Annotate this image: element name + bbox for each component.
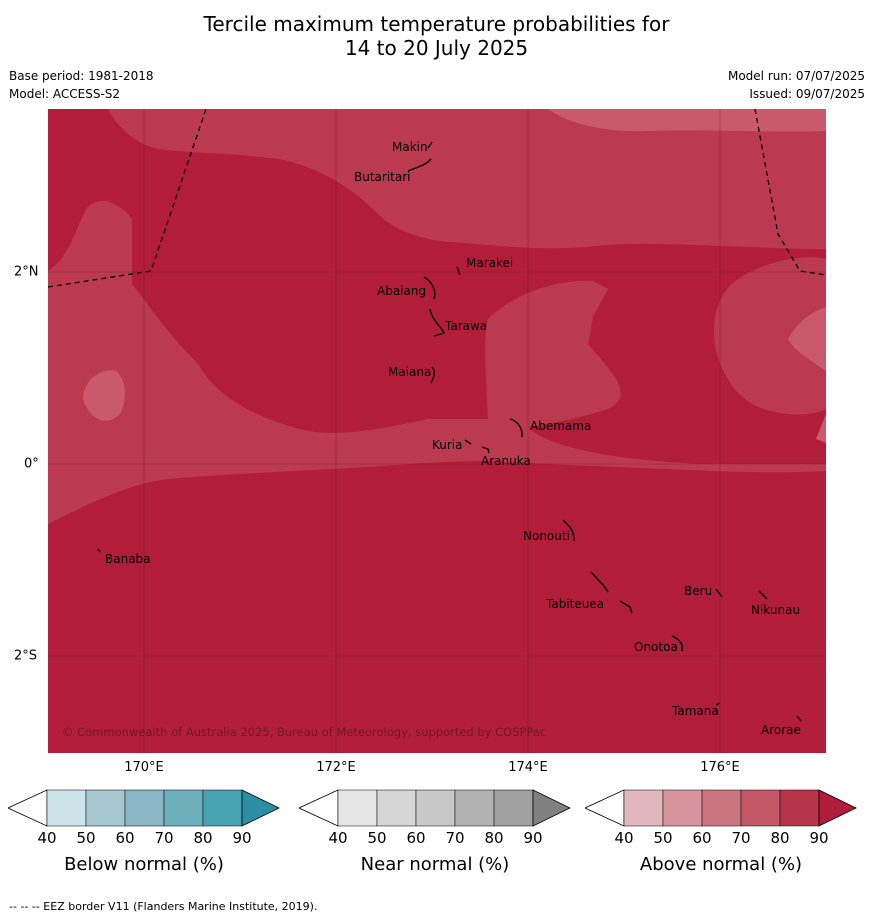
shade-60-70-e — [788, 307, 826, 371]
shade-70-80-north — [96, 109, 826, 249]
base-period: Base period: 1981-2018 — [9, 69, 154, 83]
tick-near-90: 90 — [523, 829, 543, 847]
colorbar-above-swatch-0 — [623, 789, 664, 827]
copyright-notice: © Commonwealth of Australia 2025, Bureau… — [62, 725, 546, 739]
place-labels: Makin Butaritari Marakei Abaiang Tarawa … — [62, 140, 801, 739]
colorbar-near-swatch-1 — [376, 789, 417, 827]
tick-below-70: 70 — [154, 829, 174, 847]
colorbar-below-low-extend — [8, 789, 48, 827]
tick-near-70: 70 — [445, 829, 465, 847]
place-abemama: Abemama — [530, 419, 591, 433]
place-tarawa: Tarawa — [444, 319, 487, 333]
place-marakei: Marakei — [466, 256, 513, 270]
eez-footnote: -- -- -- EEZ border V11 (Flanders Marine… — [9, 900, 318, 913]
place-aranuka: Aranuka — [481, 454, 531, 468]
colorbar-near-swatch-0 — [337, 789, 378, 827]
model-name: Model: ACCESS-S2 — [9, 87, 121, 101]
lat-label-2s: 2°S — [14, 648, 38, 664]
colorbar-near-swatch-4 — [493, 789, 534, 827]
lat-label-0: 0° — [24, 456, 39, 472]
meta-left: Base period: 1981-2018 Model: ACCESS-S2 — [9, 67, 154, 103]
place-abaiang: Abaiang — [377, 284, 426, 298]
colorbar-above-swatch-4 — [779, 789, 820, 827]
tick-below-50: 50 — [76, 829, 96, 847]
tick-near-40: 40 — [328, 829, 348, 847]
tick-above-40: 40 — [614, 829, 634, 847]
tick-near-60: 60 — [406, 829, 426, 847]
place-nonouti: Nonouti — [523, 529, 570, 543]
eez-borders — [48, 109, 826, 288]
shade-60-70-se — [816, 414, 826, 443]
tick-above-80: 80 — [770, 829, 790, 847]
model-run: Model run: 07/07/2025 — [727, 69, 865, 83]
tick-below-40: 40 — [37, 829, 57, 847]
colorbar-below-swatch-3 — [163, 789, 204, 827]
colorbar-below-high-extend — [241, 789, 280, 827]
meta-right: Model run: 07/07/2025 Issued: 09/07/2025 — [728, 67, 865, 103]
lon-label-174: 174°E — [508, 760, 548, 775]
tick-near-50: 50 — [367, 829, 387, 847]
map-panel: Makin Butaritari Marakei Abaiang Tarawa … — [48, 109, 826, 753]
colorbar-below-swatch-0 — [46, 789, 87, 827]
place-nikunau: Nikunau — [751, 603, 800, 617]
shade-60-70-ne — [548, 109, 826, 132]
place-kuria: Kuria — [432, 438, 463, 452]
tick-above-90: 90 — [809, 829, 829, 847]
place-tamana: Tamana — [671, 704, 719, 718]
colorbar-near-high-extend — [532, 789, 571, 827]
place-banaba: Banaba — [105, 552, 151, 566]
tick-below-90: 90 — [232, 829, 252, 847]
colorbar-above-swatch-1 — [662, 789, 703, 827]
lon-label-176: 176°E — [700, 760, 740, 775]
tick-below-60: 60 — [115, 829, 135, 847]
place-tabiteuea: Tabiteuea — [545, 597, 604, 611]
gridlines — [48, 109, 826, 753]
title-line-2: 14 to 20 July 2025 — [344, 36, 529, 60]
colorbar-above-swatch-2 — [701, 789, 742, 827]
colorbar-above-high-extend — [818, 789, 857, 827]
colorbar-above-low-extend — [585, 789, 625, 827]
tick-above-50: 50 — [653, 829, 673, 847]
place-makin: Makin — [392, 140, 428, 154]
colorbar-above-swatch-3 — [740, 789, 781, 827]
place-maiana: Maiana — [388, 365, 431, 379]
colorbar-near-low-extend — [299, 789, 339, 827]
colorbar-above-normal — [585, 789, 857, 827]
lat-label-2n: 2°N — [14, 264, 39, 280]
map-title: Tercile maximum temperature probabilitie… — [0, 12, 873, 60]
title-line-1: Tercile maximum temperature probabilitie… — [203, 12, 670, 36]
colorbar-below-swatch-2 — [124, 789, 165, 827]
place-beru: Beru — [684, 584, 712, 598]
colorbar-below-normal — [8, 789, 280, 827]
island-outlines — [97, 141, 802, 722]
tick-below-80: 80 — [193, 829, 213, 847]
place-arorae: Arorae — [761, 723, 801, 737]
colorbar-below-swatch-1 — [85, 789, 126, 827]
shade-70-80-central — [48, 200, 826, 524]
tick-above-70: 70 — [731, 829, 751, 847]
colorbar-below-swatch-4 — [202, 789, 243, 827]
issued-date: Issued: 09/07/2025 — [749, 87, 865, 101]
shade-60-70-w — [83, 370, 125, 421]
place-butaritari: Butaritari — [354, 170, 411, 184]
legend-title-near: Near normal (%) — [360, 854, 510, 875]
colorbar-near-swatch-3 — [454, 789, 495, 827]
colorbar-near-swatch-2 — [415, 789, 456, 827]
tick-above-60: 60 — [692, 829, 712, 847]
colorbar-near-normal — [299, 789, 571, 827]
legend-title-above: Above normal (%) — [639, 854, 803, 875]
legend-title-below: Below normal (%) — [64, 854, 224, 875]
lon-label-172: 172°E — [316, 760, 356, 775]
tick-near-80: 80 — [484, 829, 504, 847]
map-canvas: Makin Butaritari Marakei Abaiang Tarawa … — [48, 109, 826, 753]
place-onotoa: Onotoa — [634, 640, 678, 654]
lon-label-170: 170°E — [124, 760, 164, 775]
